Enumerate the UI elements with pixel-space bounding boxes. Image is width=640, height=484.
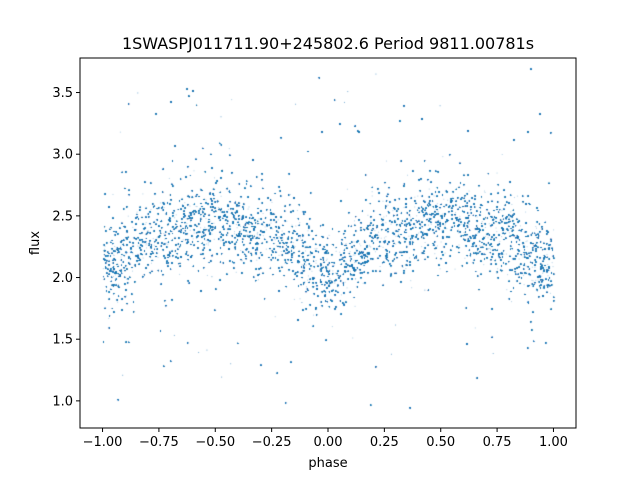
y-tick-label: 1.0 bbox=[52, 394, 73, 409]
x-tick-label: 0.50 bbox=[426, 435, 455, 450]
y-axis-ticks: 1.0 1.5 2.0 2.5 3.0 3.5 bbox=[52, 86, 80, 409]
x-tick-label: 0.75 bbox=[483, 435, 512, 450]
x-tick-label: −1.00 bbox=[83, 435, 123, 450]
scatter-points bbox=[80, 58, 576, 428]
x-tick-label: 1.00 bbox=[539, 435, 568, 450]
y-axis-label: flux bbox=[28, 231, 43, 255]
x-axis-label: phase bbox=[308, 456, 347, 471]
x-tick-label: 0.00 bbox=[314, 435, 343, 450]
chart-title: 1SWASPJ011711.90+245802.6 Period 9811.00… bbox=[122, 34, 534, 53]
x-axis-ticks: −1.00 −0.75 −0.50 −0.25 0.00 0.25 0.50 0.75 1.00 bbox=[83, 428, 568, 450]
scatter-points-layer bbox=[80, 58, 576, 428]
x-tick-label: −0.25 bbox=[252, 435, 292, 450]
y-tick-label: 2.0 bbox=[52, 271, 73, 286]
y-tick-label: 3.0 bbox=[52, 148, 73, 163]
x-tick-label: 0.25 bbox=[370, 435, 399, 450]
y-tick-label: 1.5 bbox=[52, 333, 73, 348]
y-tick-label: 3.5 bbox=[52, 86, 73, 101]
y-tick-label: 2.5 bbox=[52, 209, 73, 224]
x-tick-label: −0.50 bbox=[195, 435, 235, 450]
x-tick-label: −0.75 bbox=[139, 435, 179, 450]
